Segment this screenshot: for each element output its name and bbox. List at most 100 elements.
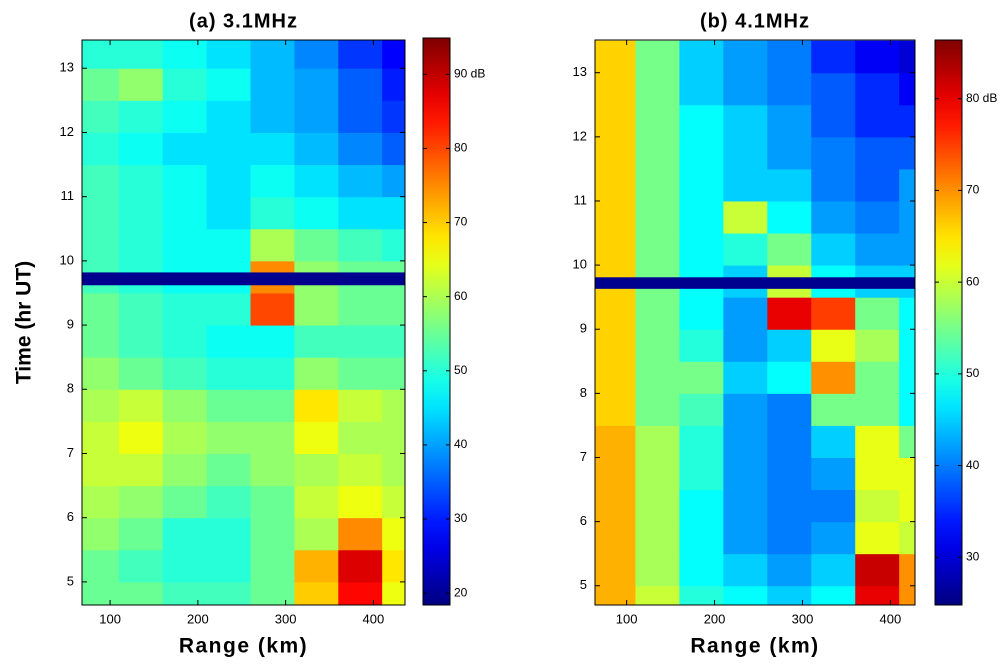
heat-cell [595, 553, 636, 587]
y-tick-label: 13 [60, 60, 74, 75]
heat-cell [679, 361, 724, 394]
heat-cell [118, 325, 164, 358]
heat-cell [338, 68, 383, 101]
heat-cell [899, 553, 915, 587]
heat-cell [162, 389, 208, 422]
heat-cell [767, 521, 812, 555]
heat-cell [767, 233, 812, 266]
y-tick-label: 5 [580, 577, 587, 592]
heat-cell [294, 292, 339, 326]
heat-cell [635, 297, 680, 330]
heat-cell [118, 196, 164, 230]
heat-cell [162, 132, 208, 166]
heat-cell [635, 457, 680, 491]
heat-cell [855, 200, 900, 234]
heat-cell [899, 136, 915, 170]
heat-cell [82, 100, 120, 133]
heat-cell [723, 521, 768, 555]
heat-cell [723, 361, 768, 394]
heat-cell [899, 40, 915, 74]
heat-cell [250, 517, 295, 551]
heat-cell [679, 136, 724, 170]
heat-cell [635, 136, 680, 170]
heat-cell [855, 361, 900, 394]
heat-cell [162, 196, 208, 230]
heatmap [82, 40, 405, 605]
heat-cell [811, 136, 856, 170]
heat-cell [206, 40, 252, 69]
heat-cell [338, 325, 383, 358]
heat-cell [595, 200, 636, 234]
heat-cell [162, 325, 208, 358]
heat-cell [855, 489, 900, 523]
heat-cell [294, 517, 339, 551]
heat-cell [899, 585, 915, 605]
heat-cell [811, 361, 856, 394]
heat-cell [206, 292, 252, 326]
x-tick-label: 200 [187, 611, 209, 626]
heat-cell [899, 168, 915, 202]
colorbar-tick-label: 60 [966, 274, 980, 288]
heat-cell [382, 196, 405, 230]
heat-cell [382, 132, 405, 166]
heat-cell [723, 136, 768, 170]
heat-cell [635, 200, 680, 234]
heat-cell [811, 168, 856, 202]
y-tick-label: 13 [573, 64, 587, 79]
colorbar-tick-label: 40 [454, 437, 468, 451]
heat-cell [206, 485, 252, 519]
heat-cell [767, 40, 812, 74]
heat-cell [635, 361, 680, 394]
heat-cell [162, 421, 208, 454]
colorbar-tick-label: 50 [454, 363, 468, 377]
heat-cell [294, 453, 339, 487]
heat-cell [595, 457, 636, 491]
heat-cell [635, 489, 680, 523]
heat-cell [723, 168, 768, 202]
colorbar-tick-label: 20 [454, 585, 468, 599]
heat-cell [679, 233, 724, 266]
heat-cell [118, 485, 164, 519]
y-tick-label: 12 [573, 128, 587, 143]
y-tick-label: 10 [573, 257, 587, 272]
y-tick-label: 7 [580, 449, 587, 464]
heat-cell [899, 297, 915, 330]
y-tick-label: 6 [580, 513, 587, 528]
colorbar-tick-label: 90 dB [454, 66, 485, 80]
heat-cell [250, 132, 295, 166]
heat-cell [382, 389, 405, 422]
no-data-band [82, 272, 405, 286]
heat-cell [382, 68, 405, 101]
heat-cell [118, 40, 164, 69]
heat-cell [855, 553, 900, 587]
heat-cell [679, 40, 724, 74]
chart-title: (b) 4.1MHz [700, 10, 810, 32]
heat-cell [595, 521, 636, 555]
heat-cell [899, 393, 915, 426]
heat-cell [250, 581, 295, 605]
heat-cell [811, 40, 856, 74]
heat-cell [294, 421, 339, 454]
heat-cell [595, 233, 636, 266]
colorbar-tick-label: 30 [966, 549, 980, 563]
heat-cell [338, 581, 383, 605]
heat-cell [162, 357, 208, 390]
heat-cell [294, 196, 339, 230]
heat-cell [338, 100, 383, 133]
heat-cell [767, 72, 812, 106]
heat-cell [118, 517, 164, 551]
heat-cell [206, 196, 252, 230]
heat-cell [250, 292, 295, 326]
heat-cell [162, 581, 208, 605]
colorbar-tick-label: 70 [454, 215, 468, 229]
heat-cell [382, 40, 405, 69]
heat-cell [723, 104, 768, 138]
x-axis-label: Range (km) [179, 635, 308, 658]
heat-cell [679, 168, 724, 202]
heat-cell [250, 100, 295, 133]
y-axis-label: Time (hr UT) [13, 261, 36, 384]
heat-cell [635, 72, 680, 106]
heat-cell [855, 393, 900, 426]
heatmap [595, 40, 915, 605]
heat-cell [82, 132, 120, 166]
